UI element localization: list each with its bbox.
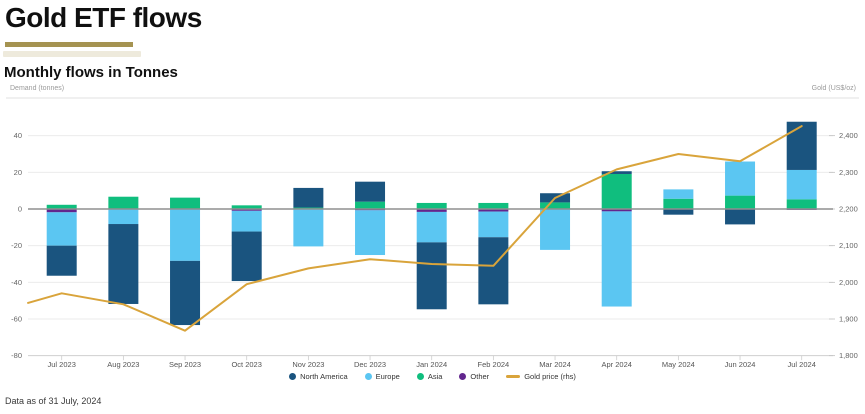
bar-segment xyxy=(663,209,694,215)
bar-segment xyxy=(46,204,77,209)
legend-label: Gold price (rhs) xyxy=(524,372,576,381)
y-axis-label-left: -40 xyxy=(11,278,22,287)
x-axis-label: Jun 2024 xyxy=(725,360,756,369)
bar-segment xyxy=(46,245,77,276)
legend-dot-marker xyxy=(364,373,372,380)
x-axis-label: Aug 2023 xyxy=(107,360,139,369)
bar-segment xyxy=(478,202,509,209)
legend-label: Asia xyxy=(427,372,443,381)
bar-segment xyxy=(170,209,201,261)
y-axis-label-left: -20 xyxy=(11,241,22,250)
y-axis-label-left: -60 xyxy=(11,314,22,323)
bar-segment xyxy=(46,209,77,213)
legend-item-other[interactable]: Other xyxy=(459,372,489,381)
bar-segment xyxy=(231,209,262,211)
bar-segment xyxy=(416,242,447,310)
legend-dot-marker xyxy=(289,373,297,380)
bar-segment xyxy=(231,231,262,282)
bar-segment xyxy=(293,207,324,209)
x-axis-label: Mar 2024 xyxy=(539,360,571,369)
bar-segment xyxy=(46,212,77,246)
bar-segment xyxy=(416,211,447,243)
left-axis-caption: Demand (tonnes) xyxy=(10,85,65,92)
bar-segment xyxy=(170,197,201,209)
flows-chart: 40 20 0 -20 -40 -60 -80 2,400 2,300 2,200 2,100 2,0… xyxy=(6,97,859,369)
bar-segment xyxy=(478,211,509,238)
legend-line-marker xyxy=(506,375,521,378)
x-axis-label: Oct 2023 xyxy=(231,360,261,369)
bar-segment xyxy=(540,209,571,250)
x-axis-label: Jan 2024 xyxy=(416,360,447,369)
x-axis-label: Dec 2023 xyxy=(354,360,386,369)
bar-segment xyxy=(725,209,756,225)
legend-item-europe[interactable]: Europe xyxy=(364,372,400,381)
legend-dot-marker xyxy=(416,373,424,380)
bar-segment xyxy=(293,209,324,247)
y-axis-label-right: 1,900 xyxy=(839,315,858,324)
y-axis-label-right: 2,300 xyxy=(839,168,858,177)
bar-segment xyxy=(355,181,386,202)
legend-item-gold-price-rhs-[interactable]: Gold price (rhs) xyxy=(506,372,576,381)
x-axis-label: Apr 2024 xyxy=(601,360,631,369)
y-axis-label-right: 2,000 xyxy=(839,278,858,287)
bar-segment xyxy=(601,209,632,212)
legend-item-asia[interactable]: Asia xyxy=(416,372,443,381)
x-axis-label: Jul 2023 xyxy=(48,360,76,369)
legend-dot-marker xyxy=(459,373,467,380)
bar-segment xyxy=(108,209,139,225)
bar-segment xyxy=(108,224,139,304)
y-axis-label-left: 40 xyxy=(14,131,22,140)
y-axis-label-right: 2,200 xyxy=(839,205,858,214)
legend-item-north-america[interactable]: North America xyxy=(289,372,348,381)
x-axis-label: Jul 2024 xyxy=(788,360,816,369)
title-underline xyxy=(5,42,133,47)
bar-segment xyxy=(478,237,509,305)
data-as-of-note: Data as of 31 July, 2024 xyxy=(5,396,102,406)
bar-segment xyxy=(601,211,632,307)
faded-text-artifact xyxy=(3,51,141,57)
y-axis-label-right: 2,100 xyxy=(839,241,858,250)
bar-segment xyxy=(786,121,817,170)
bar-segment xyxy=(725,161,756,196)
bar-segment xyxy=(601,171,632,174)
bar-segment xyxy=(416,202,447,209)
x-axis-label: Sep 2023 xyxy=(169,360,201,369)
legend-label: Other xyxy=(470,372,490,381)
bar-segment xyxy=(108,196,139,209)
bar-segment xyxy=(293,187,324,208)
bar-segment xyxy=(540,202,571,209)
bar-segment xyxy=(725,195,756,209)
bar-segment xyxy=(663,198,694,209)
chart-legend: North America Europe Asia Other Gold price (… xyxy=(0,372,865,381)
bar-segment xyxy=(663,189,694,199)
legend-label: North America xyxy=(300,372,348,381)
bar-segment xyxy=(786,199,817,209)
bar-segment xyxy=(355,201,386,209)
y-axis-label-left: -80 xyxy=(11,351,22,360)
bar-segment xyxy=(170,260,201,326)
bar-segment xyxy=(231,205,262,209)
y-axis-label-right: 2,400 xyxy=(839,131,858,140)
y-axis-label-right: 1,800 xyxy=(839,351,858,360)
x-axis-label: Feb 2024 xyxy=(478,360,510,369)
bar-segment xyxy=(786,169,817,200)
chart-subtitle: Monthly flows in Tonnes xyxy=(4,64,178,81)
bar-segment xyxy=(355,210,386,256)
bar-segment xyxy=(478,209,509,212)
x-axis-label: May 2024 xyxy=(662,360,695,369)
gold-price-line xyxy=(27,125,803,332)
legend-label: Europe xyxy=(375,372,400,381)
bar-segment xyxy=(416,209,447,212)
bar-segment xyxy=(231,210,262,232)
page-title: Gold ETF flows xyxy=(5,2,202,33)
y-axis-label-left: 0 xyxy=(18,205,22,214)
x-axis-label: Nov 2023 xyxy=(292,360,324,369)
y-axis-label-left: 20 xyxy=(14,168,22,177)
bar-segment xyxy=(601,173,632,209)
right-axis-caption: Gold (US$/oz) xyxy=(811,85,856,92)
